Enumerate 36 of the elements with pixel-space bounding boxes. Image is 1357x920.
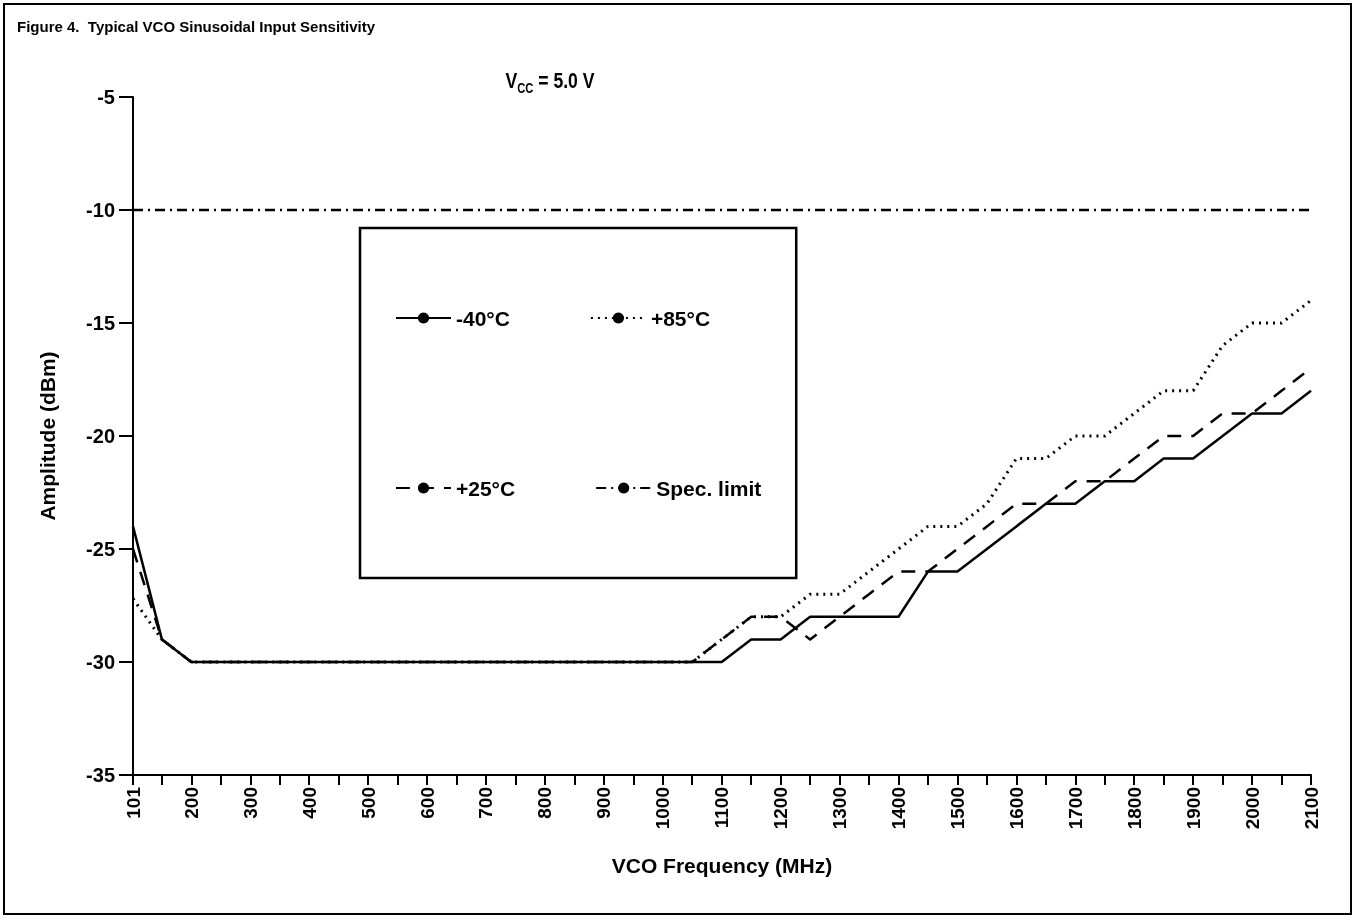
y-axis-title: Amplitude (dBm) <box>36 351 59 521</box>
x-tick-label: 1800 <box>1123 787 1145 830</box>
x-tick-label: 1000 <box>652 787 674 830</box>
x-tick-label: 500 <box>357 787 379 819</box>
x-tick-label: 1700 <box>1064 787 1086 830</box>
y-tick-label: -10 <box>86 199 115 221</box>
chart-title: Figure 4. Typical VCO Sinusoidal Input Sensitivity <box>17 18 376 35</box>
y-tick-label: -5 <box>97 86 115 108</box>
x-tick-label: 900 <box>593 787 615 819</box>
x-tick-label: 1100 <box>711 787 733 829</box>
legend-label: Spec. limit <box>656 476 762 500</box>
legend-label: +85°C <box>650 306 711 330</box>
y-tick-label: -35 <box>86 764 115 786</box>
y-tick-label: -30 <box>86 651 115 673</box>
x-tick-label: 1600 <box>1005 787 1027 830</box>
x-tick-label: 1300 <box>829 787 851 830</box>
x-tick-label: 1900 <box>1182 787 1204 830</box>
x-tick-label: 2000 <box>1241 787 1263 830</box>
chart-subtitle: V$_{CC}$ = 5.0 V <box>504 68 596 97</box>
y-tick-label: -25 <box>86 538 115 560</box>
x-tick-label: 1400 <box>887 787 909 830</box>
x-tick-label: 200 <box>180 787 202 819</box>
x-tick-label: 700 <box>475 787 497 819</box>
x-tick-label: 101 <box>122 786 144 819</box>
x-axis-title: VCO Frequency (MHz) <box>611 854 833 877</box>
legend-label: -40°C <box>456 306 510 330</box>
x-tick-label: 300 <box>239 787 261 819</box>
x-tick-label: 1200 <box>770 787 792 830</box>
legend-label: +25°C <box>456 476 516 500</box>
x-tick-label: 1500 <box>946 787 968 830</box>
x-tick-label: 800 <box>534 787 556 819</box>
x-tick-label: 600 <box>416 787 438 819</box>
y-tick-label: -15 <box>86 312 115 334</box>
x-tick-label: 2100 <box>1300 787 1322 830</box>
y-tick-label: -20 <box>86 425 115 447</box>
x-tick-label: 400 <box>298 787 320 819</box>
